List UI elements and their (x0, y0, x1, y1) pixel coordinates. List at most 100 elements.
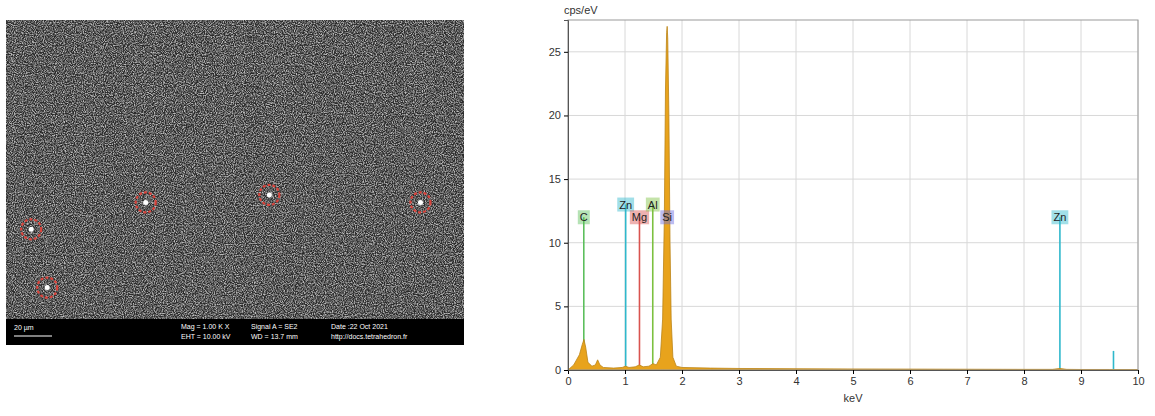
x-tick-label: 1 (622, 375, 628, 387)
element-label-text: Al (648, 199, 658, 211)
x-tick-mark (967, 370, 968, 374)
x-tick: 1 (622, 370, 628, 387)
element-label-text: Mg (632, 211, 647, 223)
grid-line-x (1024, 20, 1025, 370)
x-tick: 0 (565, 370, 571, 387)
plot-data (568, 26, 1138, 370)
particle (267, 192, 272, 197)
x-tick: 10 (1132, 370, 1144, 387)
element-label: Si (660, 210, 674, 224)
grid-line-x (682, 20, 683, 370)
x-tick: 8 (1021, 370, 1027, 387)
spectrum-chart: 0123456789100510152025cps/eVkeVCZnMgAlSi… (549, 4, 1145, 404)
element-label-box (660, 210, 674, 224)
grid-line-y (568, 115, 1138, 116)
grid-line-x (796, 20, 797, 370)
y-tick-label: 15 (549, 173, 561, 185)
grid-line-x (739, 20, 740, 370)
element-label-box (630, 210, 649, 224)
y-tick: 10 (549, 237, 568, 249)
info-text: EHT = 10.00 kV (181, 333, 231, 340)
element-label-text: C (580, 211, 588, 223)
element-marker (639, 217, 641, 370)
element-label-box (1051, 210, 1068, 224)
y-tick-mark (564, 115, 568, 116)
spectrum-area (568, 26, 1138, 370)
info-text: http://docs.tetrahedron.fr (331, 333, 408, 341)
x-tick-label: 0 (565, 375, 571, 387)
particle-highlight (37, 278, 57, 298)
scale-bar (14, 335, 52, 336)
x-tick-mark (910, 370, 911, 374)
element-label-box (646, 198, 660, 212)
element-label-text: Si (662, 211, 672, 223)
y-axis: 0 5 10 15 20 25 (549, 21, 569, 377)
x-tick-mark (1081, 370, 1082, 374)
x-tick: 5 (850, 370, 856, 387)
info-text: Date :22 Oct 2021 (331, 323, 388, 330)
element-label: Mg (630, 210, 649, 224)
micrograph-texture (6, 20, 464, 319)
y-tick-label: 25 (549, 46, 561, 58)
x-tick-mark (682, 370, 683, 374)
y-tick: 5 (555, 300, 568, 312)
x-tick-mark (739, 370, 740, 374)
element-label: Zn (1051, 210, 1068, 224)
particle-highlight (410, 192, 430, 212)
particle (29, 227, 34, 232)
x-tick: 9 (1078, 370, 1084, 387)
x-tick-mark (853, 370, 854, 374)
grid (568, 20, 1138, 370)
particle-highlight (136, 192, 156, 212)
x-tick: 2 (679, 370, 685, 387)
x-axis-title: keV (844, 392, 864, 404)
x-tick-mark (1138, 370, 1139, 374)
x-tick: 4 (793, 370, 799, 387)
element-marker (1059, 217, 1061, 370)
x-axis: 0 1 2 3 4 5 6 7 8 9 10 (565, 370, 1144, 387)
particle (143, 200, 148, 205)
y-tick-label: 0 (555, 364, 561, 376)
element-label-box (578, 210, 590, 224)
grid-line-x (1081, 20, 1082, 370)
x-tick-label: 10 (1132, 375, 1144, 387)
y-tick: 20 (549, 109, 568, 121)
micrograph-background (6, 20, 464, 319)
grid-line-y (568, 179, 1138, 180)
y-tick-label: 5 (555, 300, 561, 312)
info-text: Signal A = SE2 (251, 323, 298, 331)
grid-line-x (910, 20, 911, 370)
x-tick-mark (625, 370, 626, 374)
y-tick: 25 (549, 46, 568, 58)
page: 20 µmMag = 1.00 K XEHT = 10.00 kVSignal … (0, 0, 1155, 416)
x-tick-label: 7 (964, 375, 970, 387)
micrograph: 20 µmMag = 1.00 K XEHT = 10.00 kVSignal … (6, 20, 464, 345)
x-tick: 3 (736, 370, 742, 387)
y-axis-line (564, 21, 569, 371)
particle-highlight (21, 219, 41, 239)
grid-line-x (625, 20, 626, 370)
element-label: Zn (617, 198, 634, 212)
x-tick: 6 (907, 370, 913, 387)
grid-line-y (568, 51, 1138, 52)
element-marker (1113, 351, 1115, 370)
y-tick-label: 10 (549, 237, 561, 249)
y-tick-mark (564, 306, 568, 307)
x-tick-label: 8 (1021, 375, 1027, 387)
x-tick-mark (1024, 370, 1025, 374)
particle (45, 285, 50, 290)
grid-line-x (967, 20, 968, 370)
x-tick-label: 6 (907, 375, 913, 387)
info-bar (6, 319, 464, 345)
info-text: WD = 13.7 mm (251, 333, 298, 340)
element-label-text: Zn (1053, 211, 1066, 223)
x-axis-line (569, 371, 1139, 375)
particle (418, 200, 423, 205)
x-tick-label: 9 (1078, 375, 1084, 387)
x-tick-label: 4 (793, 375, 799, 387)
grid-line-x (853, 20, 854, 370)
x-tick-label: 3 (736, 375, 742, 387)
x-tick-mark (796, 370, 797, 374)
y-tick-mark (564, 52, 568, 53)
scale-bar-label: 20 µm (14, 324, 34, 332)
